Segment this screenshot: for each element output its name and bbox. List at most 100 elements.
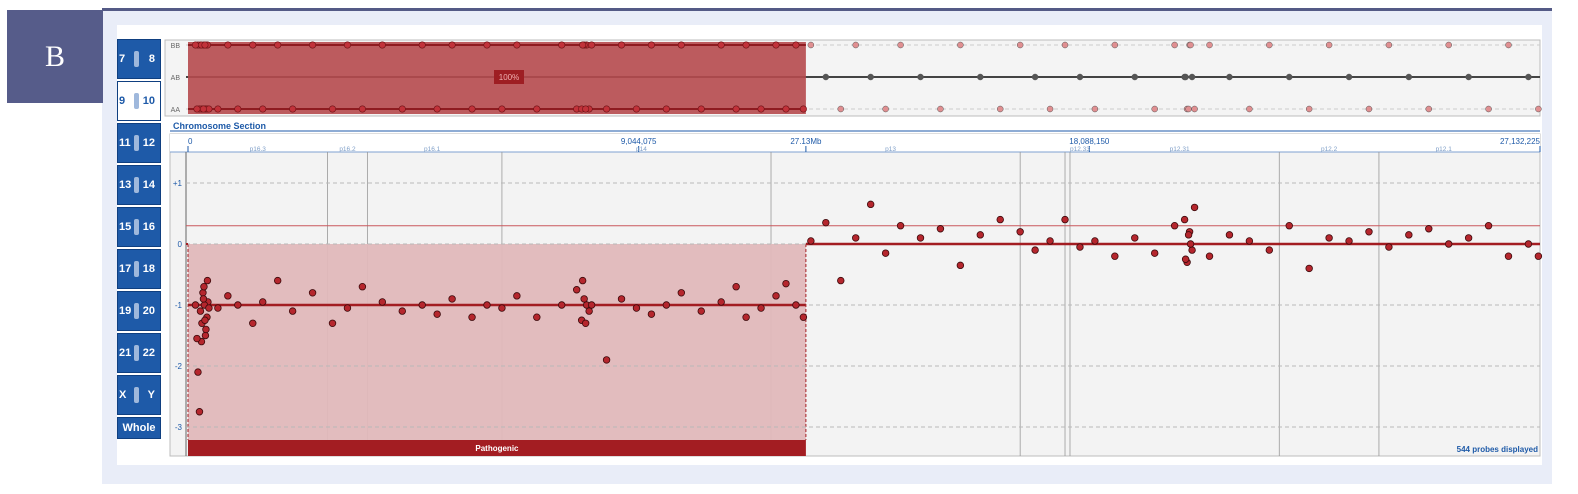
probe-point[interactable] [578, 276, 587, 285]
probe-point[interactable] [234, 301, 242, 309]
probe-point[interactable] [513, 292, 521, 300]
probe-point[interactable] [343, 304, 352, 312]
probe-point[interactable] [1186, 240, 1195, 248]
probe-point[interactable] [852, 234, 860, 242]
probe-point[interactable] [433, 310, 441, 318]
probe-point[interactable] [201, 331, 210, 340]
probe-point[interactable] [1484, 221, 1493, 230]
probe-point[interactable] [916, 234, 925, 242]
probe-point[interactable] [1445, 240, 1453, 248]
probe-point[interactable] [807, 237, 815, 245]
probe-point[interactable] [1524, 240, 1533, 248]
probe-point[interactable] [288, 307, 297, 315]
probe-point[interactable] [195, 408, 204, 416]
probe-point[interactable] [662, 301, 671, 309]
probe-point[interactable] [996, 215, 1004, 224]
probe-point[interactable] [196, 307, 205, 315]
probe-point[interactable] [881, 249, 890, 257]
probe-point[interactable] [1245, 237, 1254, 245]
probe-point[interactable] [259, 298, 267, 306]
probe-point[interactable] [224, 292, 232, 300]
probe-point[interactable] [1425, 225, 1433, 233]
probe-point[interactable] [1534, 252, 1543, 260]
probe-point[interactable] [732, 283, 740, 291]
probe-point[interactable] [1170, 221, 1179, 230]
probe-point[interactable] [580, 295, 588, 303]
probe-point[interactable] [398, 307, 406, 315]
probe-point[interactable] [822, 218, 830, 227]
chromosome-button-15-16[interactable]: 15 16 [117, 207, 161, 247]
probe-point[interactable] [273, 276, 282, 285]
probe-point[interactable] [742, 313, 750, 321]
probe-point[interactable] [1184, 231, 1193, 239]
probe-point[interactable] [1151, 249, 1159, 257]
probe-point[interactable] [418, 301, 426, 309]
probe-point[interactable] [1046, 237, 1054, 245]
probe-point[interactable] [199, 295, 208, 303]
probe-point[interactable] [533, 313, 541, 321]
probe-point[interactable] [647, 310, 656, 318]
probe-point[interactable] [1016, 228, 1024, 236]
probe-point[interactable] [677, 289, 686, 297]
chromosome-button-21-22[interactable]: 21 22 [117, 333, 161, 373]
probe-point[interactable] [757, 304, 765, 312]
chromosome-button-11-12[interactable]: 11 12 [117, 123, 161, 163]
probe-point[interactable] [328, 319, 337, 327]
probe-point[interactable] [585, 307, 593, 315]
probe-point[interactable] [976, 231, 984, 239]
probe-point[interactable] [378, 298, 387, 306]
probe-point[interactable] [587, 301, 596, 309]
probe-point[interactable] [483, 301, 491, 309]
probe-point[interactable] [799, 313, 808, 321]
probe-point[interactable] [617, 295, 626, 303]
probe-point[interactable] [200, 283, 208, 291]
probe-point[interactable] [1190, 203, 1199, 212]
probe-point[interactable] [358, 283, 367, 291]
probe-point[interactable] [1265, 246, 1274, 254]
probe-point[interactable] [199, 289, 207, 297]
probe-point[interactable] [1111, 252, 1119, 260]
probe-point[interactable] [205, 304, 213, 312]
probe-point[interactable] [602, 356, 611, 364]
chromosome-button-13-14[interactable]: 13 14 [117, 165, 161, 205]
probe-point[interactable] [1365, 228, 1373, 236]
probe-point[interactable] [1061, 215, 1069, 224]
probe-point[interactable] [249, 319, 257, 327]
probe-point[interactable] [194, 368, 202, 376]
probe-point[interactable] [1091, 237, 1099, 245]
probe-point[interactable] [1131, 234, 1139, 242]
probe-point[interactable] [201, 316, 209, 324]
chromosome-button-19-20[interactable]: 19 20 [117, 291, 161, 331]
probe-point[interactable] [202, 325, 210, 334]
probe-point[interactable] [1076, 243, 1084, 251]
probe-point[interactable] [1385, 243, 1393, 251]
loss-region-shading[interactable] [188, 244, 806, 440]
whole-genome-button[interactable]: Whole [117, 417, 161, 439]
probe-point[interactable] [717, 298, 725, 306]
probe-point[interactable] [956, 261, 965, 270]
probe-point[interactable] [498, 304, 506, 312]
probe-point[interactable] [792, 301, 800, 309]
probe-point[interactable] [468, 313, 476, 321]
probe-point[interactable] [697, 307, 705, 315]
probe-point[interactable] [572, 286, 581, 294]
probe-point[interactable] [1345, 237, 1353, 245]
probe-point[interactable] [1504, 252, 1513, 260]
pathogenic-annotation-bar[interactable] [188, 440, 806, 456]
probe-point[interactable] [837, 276, 845, 285]
probe-point[interactable] [1325, 234, 1333, 242]
probe-point[interactable] [581, 319, 590, 327]
probe-point[interactable] [558, 301, 566, 309]
probe-point[interactable] [1031, 246, 1039, 254]
probe-point[interactable] [896, 221, 905, 230]
probe-point[interactable] [772, 292, 780, 300]
probe-point[interactable] [193, 334, 201, 343]
probe-point[interactable] [782, 279, 790, 288]
probe-point[interactable] [1285, 221, 1293, 230]
probe-point[interactable] [203, 276, 212, 285]
probe-point[interactable] [1405, 231, 1413, 239]
probe-point[interactable] [866, 200, 875, 209]
